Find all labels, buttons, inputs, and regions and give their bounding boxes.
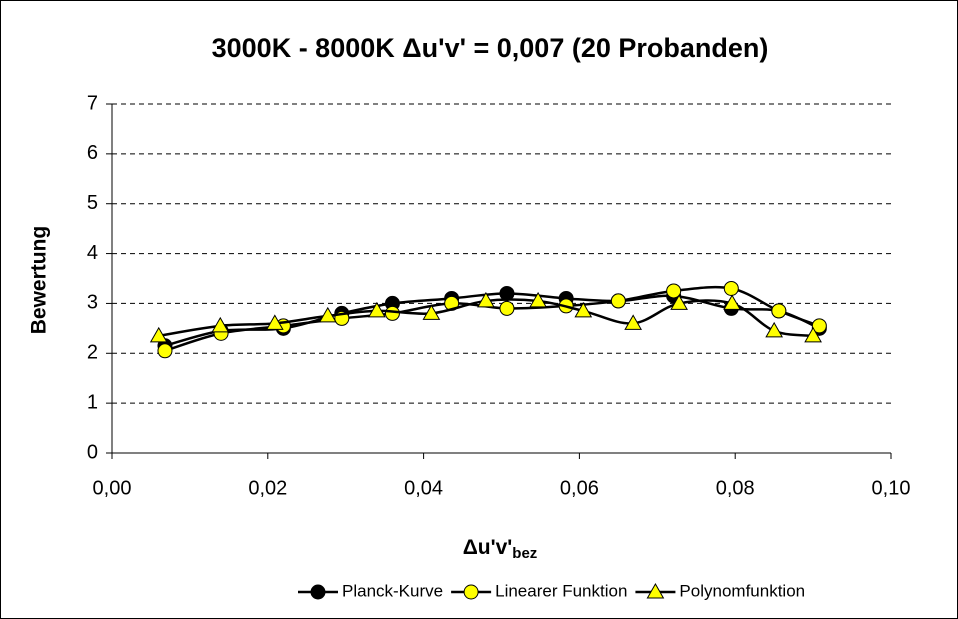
marker <box>723 294 741 310</box>
marker <box>384 305 400 321</box>
marker <box>477 291 495 308</box>
y-tick-label: 6 <box>87 142 98 164</box>
x-axis-label-sub: bez <box>512 545 537 562</box>
y-tick-label: 2 <box>87 342 98 364</box>
y-tick-label: 3 <box>87 292 98 314</box>
marker <box>367 301 386 318</box>
x-tick-label: 0,04 <box>404 477 443 499</box>
marker <box>318 306 337 323</box>
marker <box>804 326 822 343</box>
chart-title: 3000K - 8000K Δu'v' = 0,007 (20 Probande… <box>212 33 769 63</box>
x-axis-label: Δu'v'bez <box>463 536 538 562</box>
marker <box>610 293 626 309</box>
x-tick-label: 0,08 <box>716 477 755 499</box>
marker <box>529 291 547 308</box>
legend-label: Linearer Funktion <box>495 581 627 600</box>
marker <box>670 294 688 310</box>
marker <box>771 303 787 319</box>
marker <box>499 300 515 316</box>
y-tick-label: 4 <box>87 242 98 264</box>
legend-marker <box>310 584 326 600</box>
marker <box>574 301 593 318</box>
marker <box>149 326 168 343</box>
x-tick-label: 0,10 <box>872 477 911 499</box>
x-tick-label: 0,06 <box>560 477 599 499</box>
legend-marker <box>463 584 479 600</box>
y-axis-label: Bewertung <box>28 226 51 335</box>
x-tick-label: 0,00 <box>93 477 132 499</box>
y-tick-label: 0 <box>87 441 98 463</box>
marker <box>811 318 827 334</box>
marker <box>157 343 173 359</box>
marker <box>765 321 784 338</box>
y-tick-label: 1 <box>87 391 98 413</box>
legend-marker <box>646 582 665 599</box>
marker <box>723 280 739 296</box>
x-tick-label: 0,02 <box>248 477 287 499</box>
marker <box>666 283 682 299</box>
x-axis-label-main: Δu'v' <box>463 536 513 559</box>
legend-label: Planck-Kurve <box>342 581 443 600</box>
y-tick-label: 5 <box>87 192 98 214</box>
marker <box>265 314 284 330</box>
y-tick-label: 7 <box>87 92 98 114</box>
legend-label: Polynomfunktion <box>679 581 805 600</box>
marker <box>624 314 643 330</box>
marker <box>422 304 441 320</box>
marker <box>211 316 230 333</box>
